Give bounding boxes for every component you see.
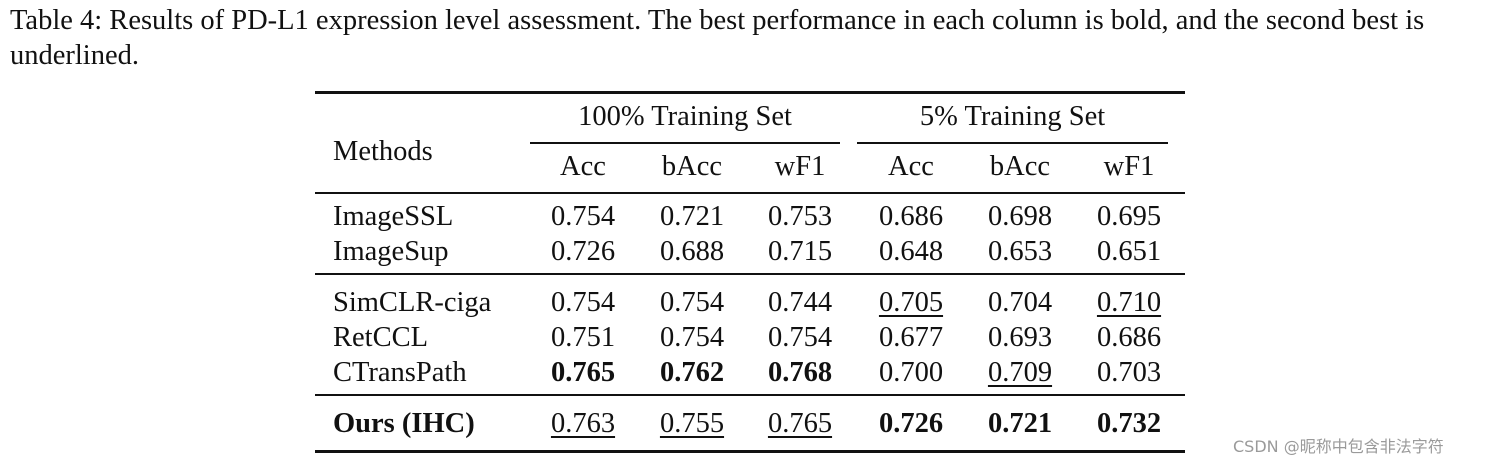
value-cell: 0.651 <box>1096 236 1162 267</box>
rule <box>315 192 1185 194</box>
value-cell: 0.765 <box>550 357 616 388</box>
value-cell: 0.704 <box>987 287 1053 318</box>
value-cell: 0.688 <box>659 236 725 267</box>
value-cell: 0.754 <box>659 287 725 318</box>
method-name: Ours (IHC) <box>333 408 475 439</box>
value-cell: 0.763 <box>550 408 616 439</box>
rule <box>857 142 1168 144</box>
value-cell: 0.755 <box>659 408 725 439</box>
value-cell: 0.653 <box>987 236 1053 267</box>
column-header: Methods <box>333 136 433 167</box>
value-cell: 0.700 <box>878 357 944 388</box>
column-header: wF1 <box>1103 151 1155 182</box>
value-cell: 0.754 <box>550 287 616 318</box>
value-cell: 0.677 <box>878 322 944 353</box>
column-header: Acc <box>560 151 606 182</box>
value-cell: 0.703 <box>1096 357 1162 388</box>
value-cell: 0.753 <box>767 201 833 232</box>
column-header: bAcc <box>661 151 723 182</box>
column-header: Acc <box>888 151 934 182</box>
group-header: 100% Training Set <box>578 101 792 132</box>
method-name: ImageSSL <box>333 201 454 232</box>
rule <box>315 450 1185 453</box>
rule <box>315 394 1185 396</box>
value-cell: 0.726 <box>878 408 944 439</box>
value-cell: 0.721 <box>659 201 725 232</box>
value-cell: 0.686 <box>878 201 944 232</box>
value-cell: 0.695 <box>1096 201 1162 232</box>
value-cell: 0.698 <box>987 201 1053 232</box>
value-cell: 0.744 <box>767 287 833 318</box>
value-cell: 0.710 <box>1096 287 1162 318</box>
value-cell: 0.768 <box>767 357 833 388</box>
value-cell: 0.726 <box>550 236 616 267</box>
value-cell: 0.732 <box>1096 408 1162 439</box>
value-cell: 0.754 <box>767 322 833 353</box>
caption: Table 4: Results of PD-L1 expression lev… <box>10 5 1425 71</box>
value-cell: 0.721 <box>987 408 1053 439</box>
rule <box>315 273 1185 275</box>
method-name: CTransPath <box>333 357 467 388</box>
watermark: CSDN @昵称中包含非法字符 <box>1233 437 1444 456</box>
method-name: SimCLR-ciga <box>333 287 492 318</box>
rule <box>315 91 1185 94</box>
value-cell: 0.648 <box>878 236 944 267</box>
method-name: ImageSup <box>333 236 449 267</box>
column-header: wF1 <box>774 151 826 182</box>
value-cell: 0.762 <box>659 357 725 388</box>
value-cell: 0.715 <box>767 236 833 267</box>
value-cell: 0.709 <box>987 357 1053 388</box>
value-cell: 0.751 <box>550 322 616 353</box>
group-header: 5% Training Set <box>919 101 1106 132</box>
value-cell: 0.765 <box>767 408 833 439</box>
value-cell: 0.754 <box>659 322 725 353</box>
method-name: RetCCL <box>333 322 429 353</box>
value-cell: 0.686 <box>1096 322 1162 353</box>
column-header: bAcc <box>989 151 1051 182</box>
value-cell: 0.754 <box>550 201 616 232</box>
value-cell: 0.705 <box>878 287 944 318</box>
value-cell: 0.693 <box>987 322 1053 353</box>
rule <box>530 142 840 144</box>
